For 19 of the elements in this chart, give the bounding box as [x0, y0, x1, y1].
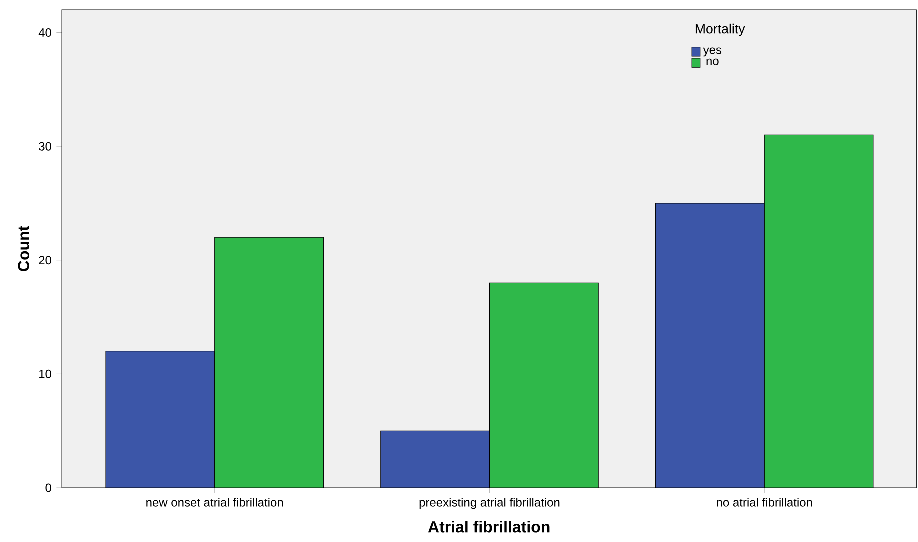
y-tick-label: 30: [39, 142, 52, 151]
y-tick-label: 10: [40, 370, 52, 378]
x-tick-label: new onset atrial fibrillation: [146, 498, 284, 507]
y-tick-label: 0: [46, 484, 52, 492]
x-tick-label: no atrial fibrillation: [717, 498, 812, 507]
x-axis-title: Atrial fibrillation: [428, 521, 550, 533]
bar: [214, 237, 324, 488]
bar: [490, 283, 599, 488]
legend-label: no: [706, 58, 719, 66]
x-tick-label: preexisting atrial fibrillation: [420, 498, 560, 510]
legend-title: Mortality: [696, 24, 746, 36]
legend-label: yes: [703, 48, 722, 57]
bar: [106, 351, 216, 488]
bar: [764, 134, 874, 488]
y-axis-title: Count: [18, 226, 30, 272]
y-tick-label: 40: [38, 28, 52, 38]
bar: [380, 431, 490, 488]
y-tick-label: 20: [39, 256, 52, 265]
bar: [656, 203, 765, 488]
